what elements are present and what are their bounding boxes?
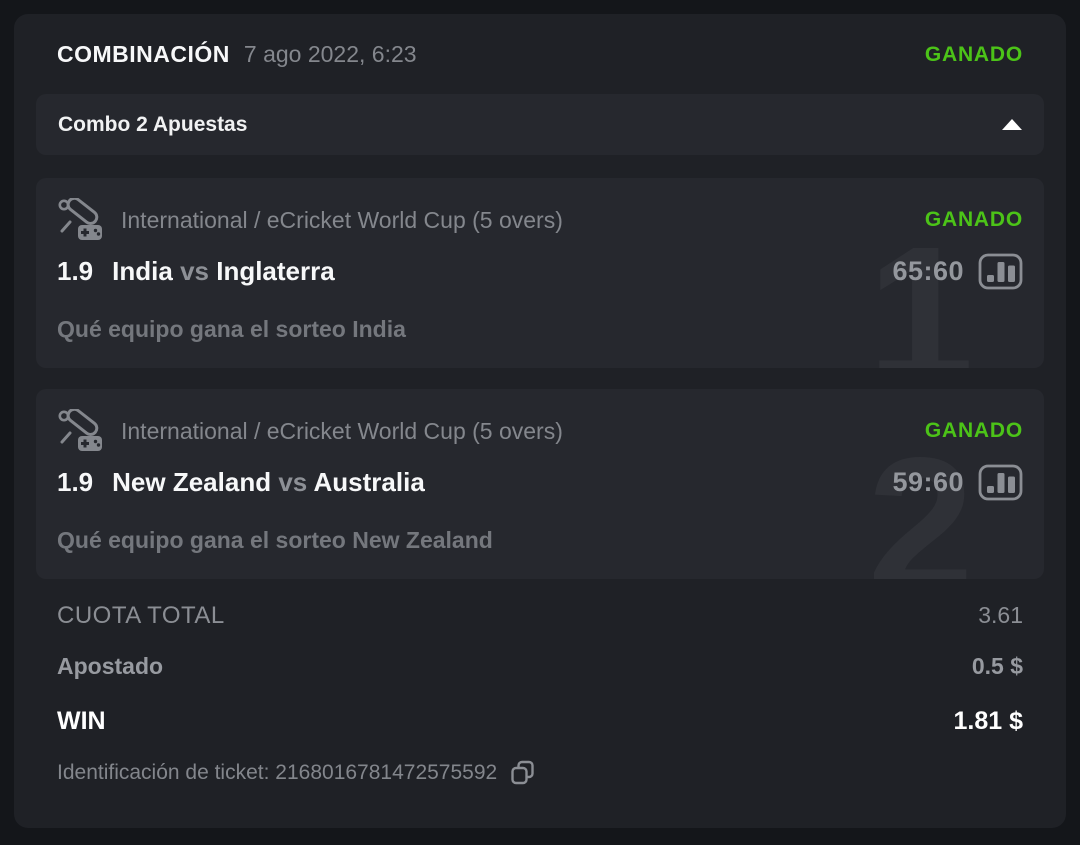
ticket-header: COMBINACIÓN 7 ago 2022, 6:23 GANADO — [36, 14, 1044, 94]
stake-row: Apostado 0.5 $ — [57, 651, 1023, 681]
total-odds-row: CUOTA TOTAL 3.61 — [57, 600, 1023, 631]
bet-ticket-card: COMBINACIÓN 7 ago 2022, 6:23 GANADO Comb… — [14, 14, 1066, 828]
league-breadcrumb: International / eCricket World Cup (5 ov… — [121, 417, 563, 444]
win-value: 1.81 $ — [953, 707, 1023, 735]
vs-label: vs — [180, 256, 209, 286]
ecricket-icon — [57, 198, 104, 242]
match-teams: New Zealand vs Australia — [112, 467, 425, 498]
ticket-id-text: Identificación de ticket: 21680167814725… — [57, 758, 497, 788]
match-score: 59:60 — [892, 467, 964, 497]
ticket-summary: CUOTA TOTAL 3.61 Apostado 0.5 $ WIN 1.81… — [36, 600, 1044, 788]
bet-card-2: 2 — [36, 389, 1044, 579]
match-score: 65:60 — [892, 256, 964, 286]
ticket-id-label: Identificación de ticket: — [57, 761, 270, 784]
match-teams: India vs Inglaterra — [112, 256, 335, 287]
league-breadcrumb: International / eCricket World Cup (5 ov… — [121, 206, 563, 233]
market-description: Qué equipo gana el sorteo New Zealand — [57, 527, 493, 553]
home-team: New Zealand — [112, 467, 272, 497]
combo-label: Combo 2 Apuestas — [58, 112, 248, 136]
stake-value: 0.5 $ — [971, 653, 1023, 679]
home-team: India — [112, 256, 173, 286]
win-label: WIN — [57, 707, 106, 735]
ticket-status-badge: GANADO — [924, 42, 1023, 66]
total-odds-value: 3.61 — [978, 602, 1023, 628]
vs-label: vs — [278, 467, 308, 497]
ecricket-icon — [57, 409, 104, 453]
away-team: Australia — [313, 467, 425, 497]
collapse-arrow-icon[interactable] — [1002, 119, 1022, 130]
bet-status-badge: GANADO — [924, 208, 1023, 231]
ticket-id-value: 2168016781472575592 — [275, 761, 498, 784]
stake-label: Apostado — [57, 653, 164, 679]
ticket-id-row: Identificación de ticket: 21680167814725… — [57, 758, 1023, 788]
win-row: WIN 1.81 $ — [57, 706, 1023, 736]
away-team: Inglaterra — [216, 256, 335, 286]
ticket-type-title: COMBINACIÓN — [57, 41, 230, 67]
bet-card-1: 1 — [36, 178, 1044, 368]
market-description: Qué equipo gana el sorteo India — [57, 316, 406, 342]
total-odds-label: CUOTA TOTAL — [57, 602, 225, 629]
bet-odds: 1.9 — [57, 256, 94, 286]
copy-icon[interactable] — [509, 759, 536, 788]
ticket-date: 7 ago 2022, 6:23 — [243, 41, 417, 67]
bar-chart-icon[interactable] — [978, 253, 1023, 290]
bar-chart-icon[interactable] — [978, 464, 1023, 501]
bet-status-badge: GANADO — [924, 419, 1023, 442]
bet-odds: 1.9 — [57, 467, 94, 497]
combo-toggle-bar[interactable]: Combo 2 Apuestas — [36, 94, 1044, 155]
